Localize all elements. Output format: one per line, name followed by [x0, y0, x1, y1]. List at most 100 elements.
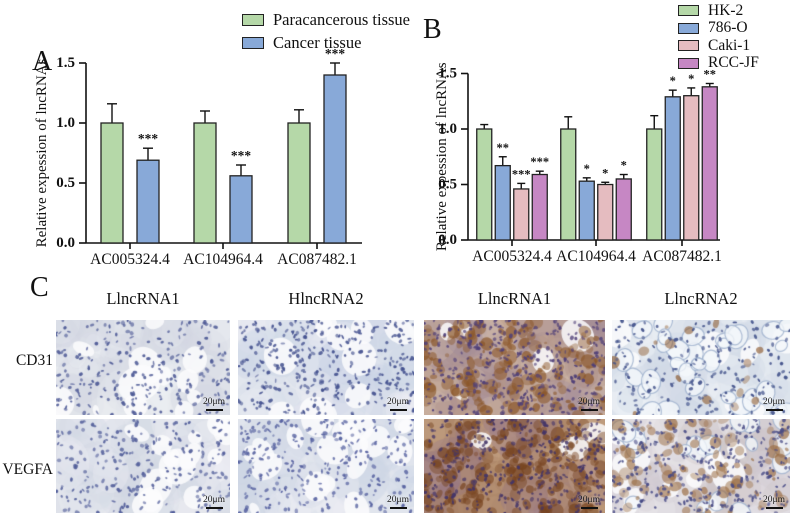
ihc-vegfa-llncrna2: 20μm — [612, 419, 790, 513]
legend-label: 786-O — [708, 19, 748, 37]
bar — [100, 122, 124, 244]
scale-bar: 20μm — [203, 495, 225, 509]
y-tick-label: 0.5 — [438, 177, 457, 193]
significance-label: * — [621, 159, 627, 173]
ihc-cd31-llncrna1-canvas — [56, 320, 230, 415]
scale-bar-label: 20μm — [203, 495, 225, 506]
legend-swatch — [242, 13, 264, 26]
legend-item: Caki-1 — [678, 37, 759, 55]
legend-label: RCC-JF — [708, 54, 759, 72]
ihc-row-label: VEGFA — [2, 461, 53, 478]
ihc-vegfa-llncrna1-canvas — [56, 419, 230, 513]
y-tick-label: 1.5 — [438, 66, 457, 82]
ihc-vegfa-hlncrna2: 20μm — [238, 419, 414, 513]
ihc-vegfa-llncrna1-t-canvas — [424, 419, 605, 513]
significance-label: * — [670, 74, 676, 88]
scale-bar: 20μm — [203, 397, 225, 411]
scale-bar-label: 20μm — [763, 495, 785, 506]
legend-swatch — [678, 22, 699, 34]
scale-bar: 20μm — [578, 397, 600, 411]
ihc-cd31-llncrna2: 20μm — [612, 320, 790, 415]
scale-bar-line — [580, 507, 598, 509]
bar — [560, 128, 577, 241]
ihc-cd31-llncrna1-t-canvas — [424, 320, 605, 415]
scale-bar-line — [765, 409, 783, 411]
scale-bar-line — [205, 409, 223, 411]
scale-bar-label: 20μm — [578, 397, 600, 408]
ihc-vegfa-hlncrna2-canvas — [238, 419, 414, 513]
scale-bar: 20μm — [763, 495, 785, 509]
x-category-label: AC087482.1 — [277, 251, 357, 268]
legend-panel-b: HK-2 786-O Caki-1 RCC-JF — [678, 2, 759, 72]
legend-label: Caki-1 — [708, 36, 751, 54]
scale-bar-label: 20μm — [763, 397, 785, 408]
panel-a-label: A — [32, 46, 53, 77]
legend-swatch — [678, 40, 699, 52]
x-category-label: AC104964.4 — [556, 248, 636, 265]
ihc-column-header: LlncRNA2 — [664, 289, 738, 308]
y-tick-label: 1.0 — [56, 115, 75, 131]
ihc-column-header: HlncRNA2 — [288, 289, 364, 308]
scale-bar-line — [389, 409, 407, 411]
bar — [323, 74, 347, 244]
y-tick-label: 0.5 — [56, 175, 75, 191]
ihc-cd31-hlncrna2: 20μm — [238, 320, 414, 415]
y-tick-label: 0.0 — [438, 232, 457, 248]
x-category-label: AC005324.4 — [472, 248, 552, 265]
y-tick-label: 1.5 — [56, 55, 75, 71]
ihc-vegfa-llncrna1-t: 20μm — [424, 419, 605, 513]
y-axis-title: Relative expession of lncRNAs — [434, 62, 450, 251]
bar — [229, 175, 253, 244]
legend-panel-a: Paracancerous tissue Cancer tissue — [242, 8, 410, 54]
ihc-cd31-llncrna1: 20μm — [56, 320, 230, 415]
panel-b-label: B — [423, 14, 442, 45]
legend-item: RCC-JF — [678, 54, 759, 73]
significance-label: *** — [231, 148, 252, 163]
scale-bar: 20μm — [387, 495, 409, 509]
scale-bar: 20μm — [763, 397, 785, 411]
ihc-column-header: LlncRNA1 — [477, 289, 552, 308]
legend-swatch — [678, 57, 699, 69]
legend-swatch — [678, 5, 699, 17]
ihc-cd31-llncrna2-canvas — [612, 320, 790, 415]
scale-bar-line — [765, 507, 783, 509]
scale-bar-label: 20μm — [203, 397, 225, 408]
y-tick-label: 1.0 — [438, 121, 457, 137]
significance-label: *** — [138, 131, 159, 146]
bar-chart-tissue-expression: 0.0 0.5 1.0 1.5 Relative expession of lncRNA… — [34, 46, 362, 268]
bar — [476, 128, 493, 241]
bar — [136, 159, 160, 244]
bar — [664, 96, 681, 241]
scale-bar-line — [580, 409, 598, 411]
significance-label: * — [688, 72, 694, 86]
x-category-label: AC005324.4 — [90, 251, 170, 268]
scale-bar-line — [205, 507, 223, 509]
y-tick-label: 0.0 — [56, 235, 75, 251]
ihc-cd31-llncrna1-t: 20μm — [424, 320, 605, 415]
bar — [287, 122, 311, 244]
scale-bar-label: 20μm — [578, 495, 600, 506]
bar — [193, 122, 217, 244]
bar — [513, 188, 530, 241]
significance-label: *** — [512, 167, 531, 181]
legend-item: HK-2 — [678, 2, 759, 20]
significance-label: ** — [704, 67, 717, 81]
ihc-row-label: CD31 — [15, 352, 53, 369]
scale-bar: 20μm — [578, 495, 600, 509]
panel-c-label: C — [30, 272, 49, 303]
scale-bar-label: 20μm — [387, 397, 409, 408]
bar — [646, 128, 663, 241]
significance-label: * — [584, 162, 590, 176]
x-category-label: AC087482.1 — [642, 248, 722, 265]
bar — [597, 183, 614, 241]
legend-label: Cancer tissue — [273, 32, 362, 52]
significance-label: *** — [530, 155, 549, 169]
ihc-column-header: LlncRNA1 — [106, 289, 180, 308]
bar — [531, 173, 548, 241]
y-axis-title: Relative expession of lncRNAs — [34, 58, 50, 247]
significance-label: * — [602, 166, 608, 180]
x-category-label: AC104964.4 — [183, 251, 263, 268]
significance-label: *** — [325, 46, 346, 61]
